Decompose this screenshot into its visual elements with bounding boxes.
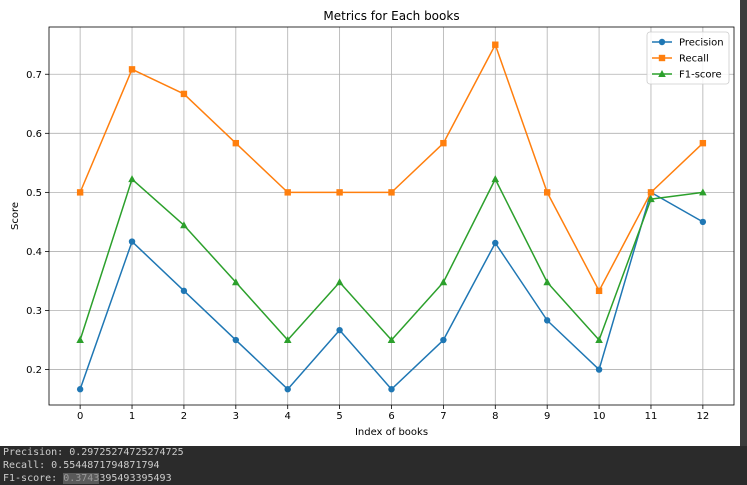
data-point-f1-score	[387, 336, 396, 344]
data-point-recall	[543, 189, 551, 196]
x-axis-label: Index of books	[355, 427, 428, 438]
legend-marker-f1-score	[658, 70, 666, 77]
y-tick-label: 0.6	[26, 129, 42, 140]
x-tick-label: 7	[440, 411, 446, 422]
data-point-recall	[180, 90, 188, 98]
chart-svg: 0 1 2 3 4 5 6 7 8 9 10 11 120.20.30.40.50.60.7Metric…	[10, 9, 735, 438]
data-point-recall	[492, 41, 499, 48]
scrollbar[interactable]	[740, 0, 747, 446]
data-point-f1-score	[491, 175, 500, 183]
data-point-recall	[76, 189, 84, 196]
console-precision-line: Precision: 0.29725274725274725	[3, 447, 184, 458]
data-point-f1-score	[283, 336, 292, 344]
data-point-precision	[440, 336, 447, 344]
data-point-recall	[336, 189, 343, 196]
console-f1-prefix: F1-score:	[3, 473, 64, 484]
data-point-f1-score	[647, 195, 655, 203]
chart-figure: 0 1 2 3 4 5 6 7 8 9 10 11 12 0.2 0.3 0.4 0.5 0.6 0.7 Metric…	[0, 0, 740, 446]
data-point-recall	[284, 189, 291, 196]
data-point-recall	[128, 66, 136, 73]
legend-marker-precision	[658, 38, 666, 46]
legend-box	[646, 31, 730, 85]
data-point-precision	[388, 386, 395, 393]
y-tick-label: 0.4	[26, 247, 42, 258]
data-point-precision	[284, 386, 291, 393]
data-point-f1-score	[699, 188, 707, 196]
x-tick-label: 8	[492, 411, 498, 422]
data-point-precision	[232, 336, 240, 344]
x-tick-label: 9	[544, 411, 550, 422]
data-point-precision	[76, 386, 84, 393]
data-point-precision	[180, 287, 188, 295]
legend-marker-recall	[658, 54, 666, 62]
data-point-f1-score	[543, 278, 551, 286]
data-point-precision	[543, 317, 551, 324]
data-point-f1-score	[232, 278, 240, 286]
x-tick-label: 4	[285, 411, 291, 422]
data-point-precision	[492, 239, 499, 247]
x-tick-label: 2	[181, 411, 187, 422]
console-f1-highlight[interactable]: 0.3743	[63, 473, 100, 484]
data-point-recall	[647, 189, 655, 196]
x-tick-label: 10	[593, 411, 606, 422]
x-tick-label: 0	[77, 411, 83, 422]
x-tick-label: 3	[233, 411, 239, 422]
data-point-f1-score	[180, 221, 188, 229]
x-tick-label: 5	[336, 411, 342, 422]
data-point-recall	[440, 139, 447, 147]
data-point-f1-score	[335, 278, 344, 286]
console-f1-line: F1-score: 0.3743395493395493	[3, 472, 172, 485]
data-point-recall	[699, 139, 707, 147]
x-tick-label: 12	[696, 411, 709, 422]
data-point-precision	[595, 366, 603, 373]
console-recall-line: Recall: 0.5544871794871794	[3, 460, 160, 471]
y-tick-label: 0.5	[26, 188, 42, 199]
legend-label: Recall	[679, 54, 709, 65]
x-tick-label: 6	[388, 411, 394, 422]
y-tick-label: 0.2	[26, 365, 42, 376]
console-f1-rest: 395493395493	[99, 473, 172, 484]
data-point-recall	[388, 189, 395, 196]
console-output: Precision: 0.29725274725274725 Recall: 0…	[0, 446, 747, 484]
data-point-precision	[699, 218, 707, 226]
x-tick-label: 1	[129, 411, 135, 422]
data-point-f1-score	[439, 278, 448, 286]
data-point-recall	[232, 139, 240, 147]
x-tick-label: 11	[645, 411, 658, 422]
data-point-precision	[336, 326, 343, 334]
y-tick-label: 0.7	[26, 70, 42, 81]
y-tick-label: 0.3	[26, 306, 42, 317]
data-point-f1-score	[128, 175, 136, 183]
y-axis-label: Score	[10, 202, 21, 230]
data-point-f1-score	[76, 336, 84, 344]
chart-title: Metrics for Each books	[323, 9, 459, 23]
legend-label: F1-score	[679, 70, 722, 81]
legend-label: Precision	[679, 38, 724, 49]
data-point-f1-score	[595, 336, 603, 344]
data-point-recall	[595, 287, 603, 295]
data-point-precision	[128, 238, 136, 245]
